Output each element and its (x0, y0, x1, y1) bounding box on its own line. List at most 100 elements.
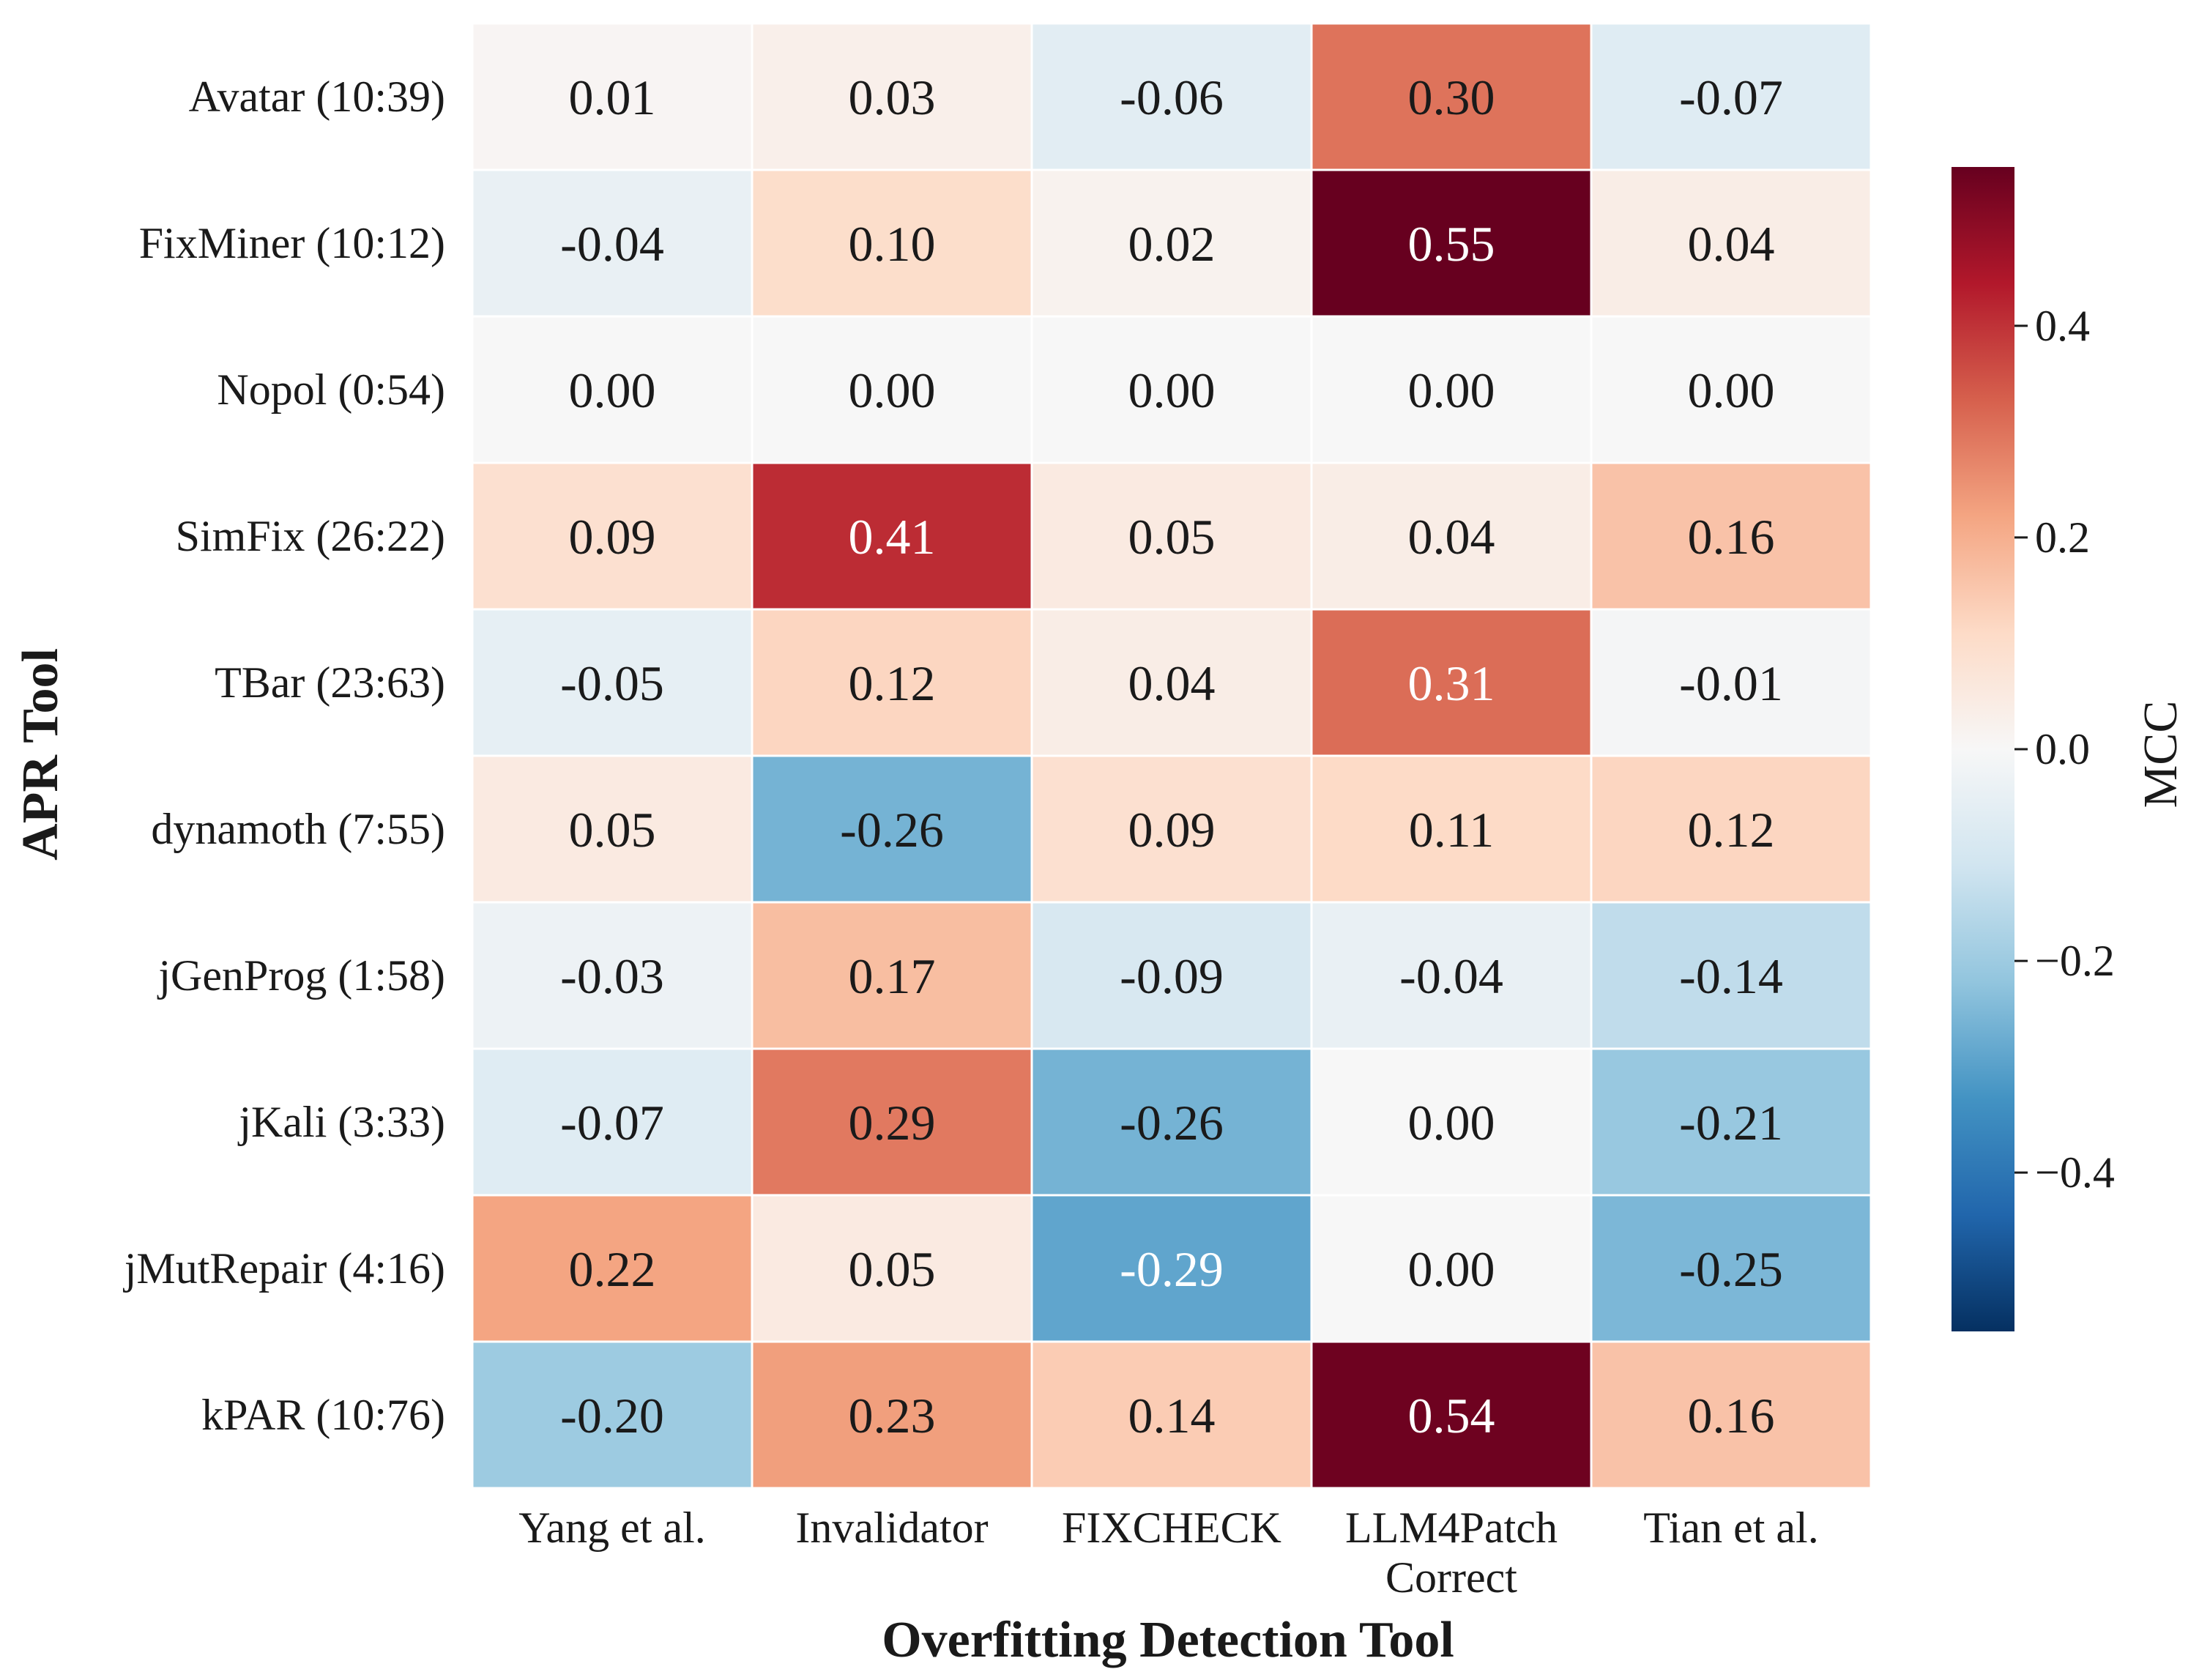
heatmap-cell (751, 608, 1033, 757)
heatmap-cell (1310, 315, 1593, 464)
cell-value-label: -0.29 (1120, 1241, 1224, 1297)
cell-value-label: 0.16 (1688, 1388, 1775, 1443)
cell-value-label: 0.00 (1408, 1095, 1495, 1151)
heatmap-cell (1310, 754, 1593, 904)
heatmap-cell (1590, 315, 1872, 464)
y-tick-label: jGenProg (1:58) (157, 951, 445, 1000)
colorbar-gradient (1952, 167, 2014, 1331)
heatmap-cell (1030, 168, 1313, 318)
cell-value-label: 0.04 (1408, 509, 1495, 565)
heatmap-cell (1590, 608, 1872, 757)
heatmap-cell (751, 315, 1033, 464)
cell-value-label: -0.14 (1679, 948, 1783, 1004)
y-tick-label: SimFix (26:22) (176, 512, 445, 560)
heatmap-cell (471, 1047, 754, 1197)
x-tick-label: LLM4Patch Correct (1345, 1504, 1558, 1602)
cell-value-label: 0.14 (1128, 1388, 1216, 1443)
cell-value-label: -0.25 (1679, 1241, 1783, 1297)
cell-value-label: -0.06 (1120, 70, 1224, 125)
heatmap-cell (1310, 461, 1593, 611)
heatmap-cell (751, 1194, 1033, 1343)
cell-value-label: 0.54 (1408, 1388, 1495, 1443)
cell-value-label: -0.21 (1679, 1095, 1783, 1151)
colorbar-tick-label: 0.2 (2035, 513, 2090, 562)
heatmap-cell (471, 1340, 754, 1490)
heatmap-cell (471, 1194, 754, 1343)
cell-value-label: 0.23 (849, 1388, 936, 1443)
heatmap-cell (471, 22, 754, 171)
heatmap-cell (751, 1340, 1033, 1490)
colorbar-tick-label: 0.0 (2035, 725, 2090, 773)
cell-value-label: 0.11 (1409, 802, 1494, 858)
heatmap-cell (1030, 461, 1313, 611)
heatmap-cell (1590, 1194, 1872, 1343)
heatmap-cell (1590, 461, 1872, 611)
y-axis-tick-labels: Avatar (10:39) FixMiner (10:12) Nopol (0:5… (123, 73, 445, 1439)
heatmap-cell (471, 608, 754, 757)
heatmap-cell (751, 22, 1033, 171)
x-axis-label: Overfitting Detection Tool (882, 1612, 1454, 1668)
cell-value-label: 0.00 (1408, 363, 1495, 418)
heatmap-cell (1590, 754, 1872, 904)
y-tick-label: FixMiner (10:12) (139, 219, 445, 267)
cell-value-label: -0.20 (560, 1388, 664, 1443)
cell-value-label: -0.07 (1679, 70, 1783, 125)
cell-value-label: -0.04 (1399, 948, 1503, 1004)
x-tick-label: Yang et al. (518, 1504, 706, 1552)
cell-value-label: -0.04 (560, 216, 664, 272)
cell-value-label: 0.31 (1408, 655, 1495, 711)
x-tick-label: FIXCHECK (1062, 1504, 1281, 1552)
colorbar-tick-label: 0.4 (2035, 302, 2090, 350)
heatmap-cell (471, 901, 754, 1050)
heatmap-cell (1310, 1340, 1593, 1490)
y-tick-label: dynamoth (7:55) (151, 805, 445, 853)
x-axis-tick-labels: Yang et al. Invalidator FIXCHECK LLM4Patch C… (518, 1504, 1819, 1602)
colorbar-tick-label: −0.4 (2035, 1148, 2115, 1197)
cell-value-label: 0.55 (1408, 216, 1495, 272)
colorbar-tick-label: −0.2 (2035, 937, 2115, 985)
cell-value-label: 0.05 (1128, 509, 1216, 565)
cell-value-label: 0.00 (1408, 1241, 1495, 1297)
heatmap-cell (1310, 1047, 1593, 1197)
cell-value-label: 0.16 (1688, 509, 1775, 565)
heatmap-cell (1310, 1194, 1593, 1343)
cell-value-label: -0.01 (1679, 655, 1783, 711)
cell-value-label: 0.29 (849, 1095, 936, 1151)
cell-value-label: 0.22 (569, 1241, 656, 1297)
heatmap-cell (1030, 22, 1313, 171)
y-axis-label: APR Tool (12, 648, 69, 861)
heatmap-cell (1590, 1047, 1872, 1197)
cell-value-label: 0.00 (1128, 363, 1216, 418)
cell-value-label: 0.01 (569, 70, 656, 125)
heatmap-cell (1030, 1340, 1313, 1490)
heatmap-cell (1590, 1340, 1872, 1490)
x-tick-label: Invalidator (795, 1504, 988, 1552)
cell-value-label: -0.26 (1120, 1095, 1224, 1151)
heatmap-cell-labels: 0.01 0.03 -0.06 0.30 -0.07 -0.04 0.10 0.02 0.55 0… (560, 70, 1783, 1443)
colorbar-label: MCC (2134, 701, 2187, 809)
heatmap-cell (1030, 315, 1313, 464)
colorbar: 0.4 0.2 0.0 −0.2 −0.4 (1952, 167, 2115, 1331)
cell-value-label: -0.26 (840, 802, 944, 858)
cell-value-label: -0.09 (1120, 948, 1224, 1004)
cell-value-label: 0.00 (569, 363, 656, 418)
y-tick-label: TBar (23:63) (215, 658, 445, 707)
heatmap-cell (1030, 1047, 1313, 1197)
heatmap-cell (471, 754, 754, 904)
cell-value-label: 0.17 (849, 948, 936, 1004)
heatmap-cell (471, 461, 754, 611)
cell-value-label: 0.04 (1688, 216, 1775, 272)
cell-value-label: 0.00 (849, 363, 936, 418)
y-tick-label: jKali (3:33) (237, 1098, 445, 1146)
heatmap-cell (751, 168, 1033, 318)
cell-value-label: -0.07 (560, 1095, 664, 1151)
heatmap-cell (1310, 608, 1593, 757)
heatmap-cells (471, 22, 1872, 1490)
cell-value-label: 0.00 (1688, 363, 1775, 418)
cell-value-label: 0.02 (1128, 216, 1216, 272)
cell-value-label: 0.41 (849, 509, 936, 565)
heatmap-cell (1310, 22, 1593, 171)
cell-value-label: 0.05 (849, 1241, 936, 1297)
heatmap-cell (1590, 168, 1872, 318)
cell-value-label: -0.05 (560, 655, 664, 711)
